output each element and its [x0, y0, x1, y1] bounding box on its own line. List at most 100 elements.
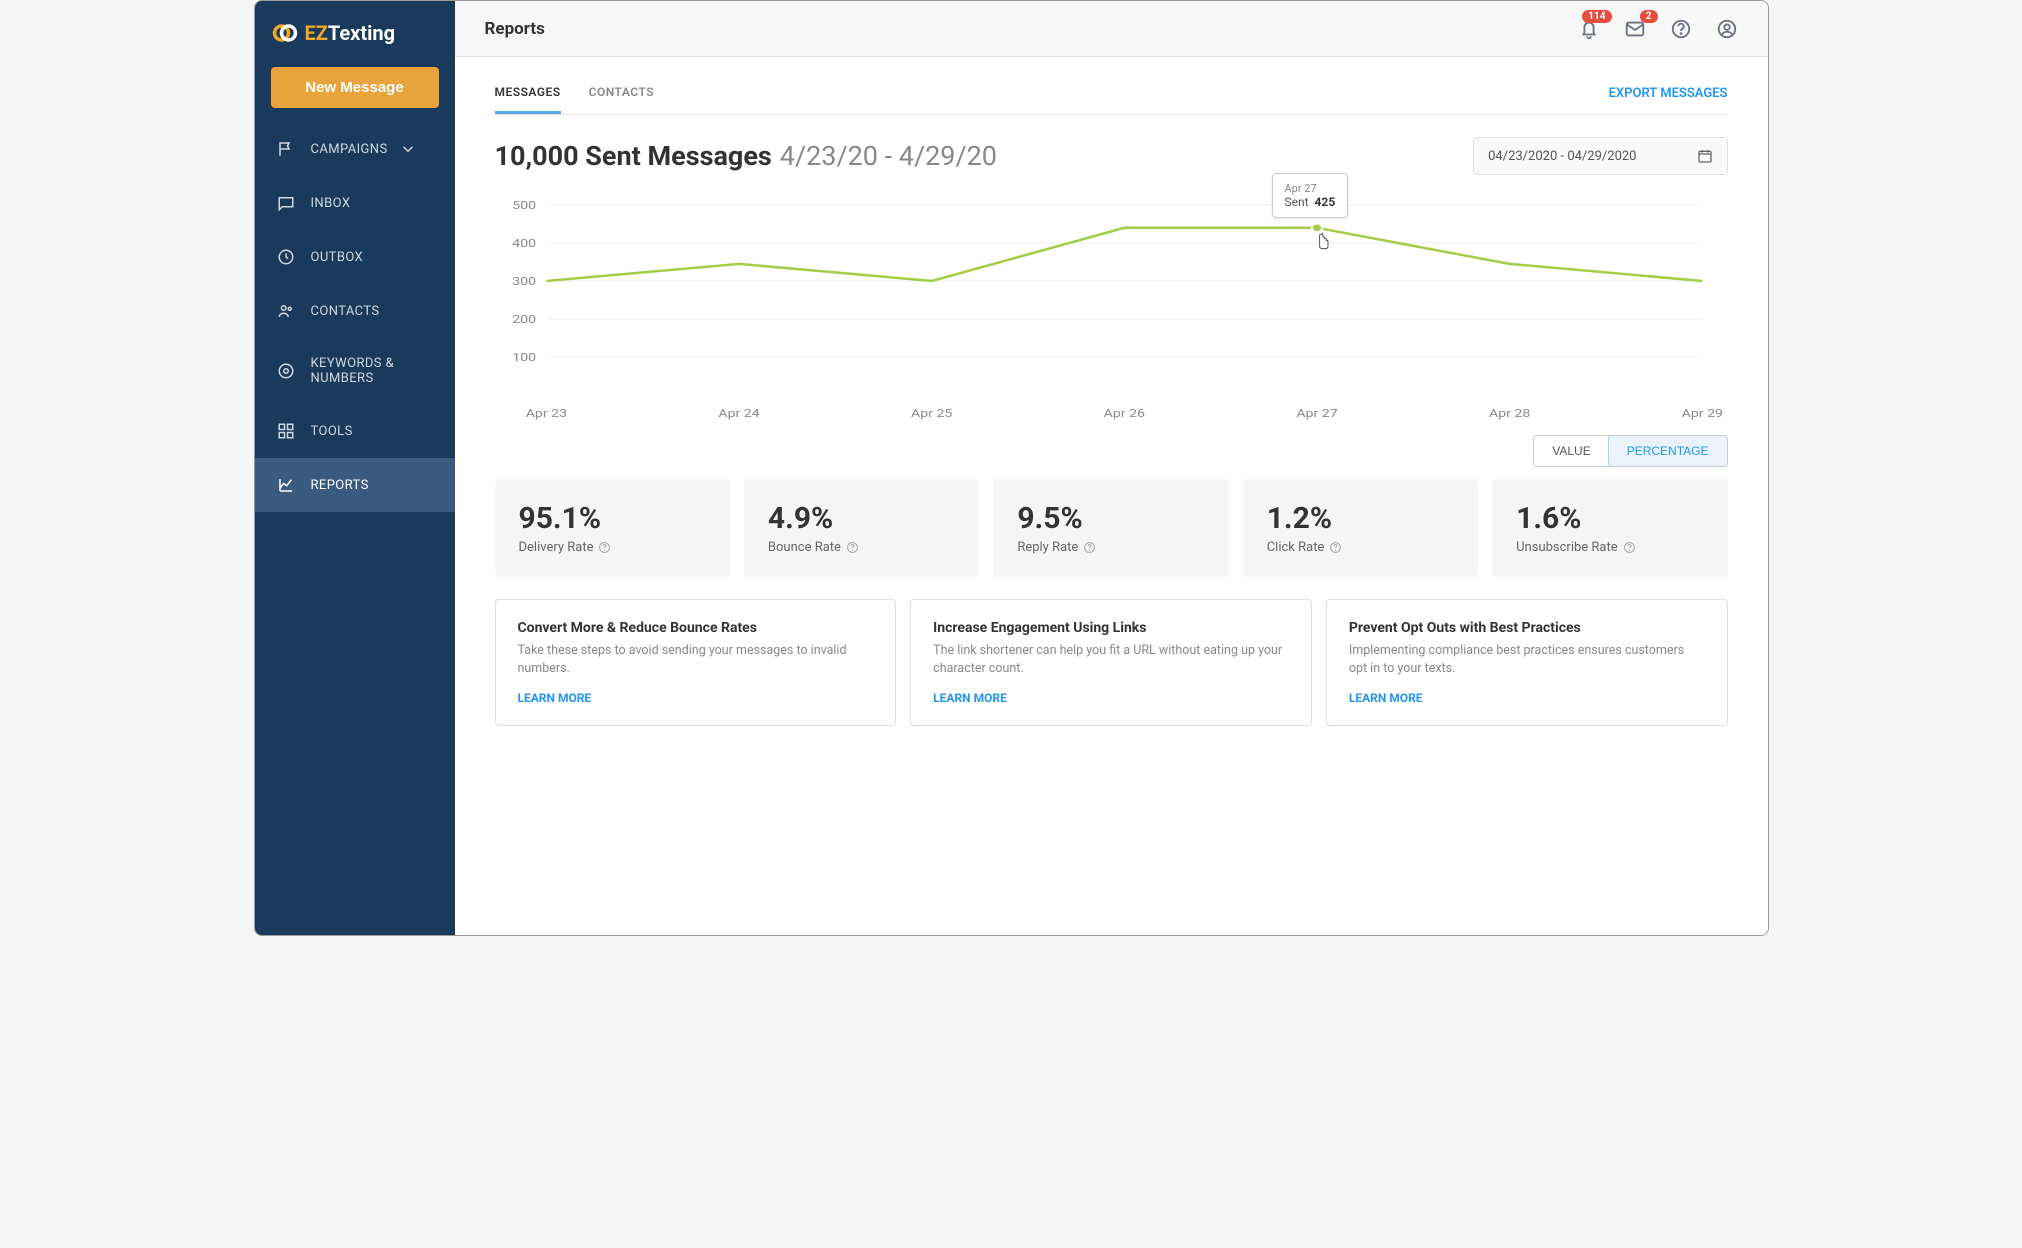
help-icon — [1083, 541, 1096, 554]
tabs-row: MESSAGES CONTACTS EXPORT MESSAGES — [495, 85, 1728, 115]
target-icon — [277, 362, 295, 380]
toggle-percentage-button[interactable]: PERCENTAGE — [1608, 435, 1728, 467]
info-card-title: Convert More & Reduce Bounce Rates — [518, 620, 874, 636]
svg-text:100: 100 — [512, 351, 536, 364]
info-card: Increase Engagement Using Links The link… — [910, 599, 1312, 726]
user-icon — [1716, 18, 1738, 40]
logo-text-ez: EZ — [305, 21, 328, 45]
sidebar-item-keywords[interactable]: KEYWORDS & NUMBERS — [255, 338, 455, 404]
sidebar-item-label: CAMPAIGNS — [311, 142, 388, 157]
page-title: Reports — [485, 19, 545, 39]
sidebar-item-contacts[interactable]: CONTACTS — [255, 284, 455, 338]
learn-more-link[interactable]: LEARN MORE — [518, 691, 874, 705]
sidebar-item-label: TOOLS — [311, 424, 353, 439]
info-cards-row: Convert More & Reduce Bounce Rates Take … — [495, 599, 1728, 726]
content: MESSAGES CONTACTS EXPORT MESSAGES 10,000… — [455, 57, 1768, 935]
contacts-icon — [277, 302, 295, 320]
heading-date-range: 4/23/20 - 4/29/20 — [780, 140, 997, 172]
info-card: Prevent Opt Outs with Best Practices Imp… — [1326, 599, 1728, 726]
sidebar: EZTexting New Message CAMPAIGNS INBOX OU… — [255, 1, 455, 935]
info-card-title: Prevent Opt Outs with Best Practices — [1349, 620, 1705, 636]
calendar-icon — [1697, 148, 1713, 164]
message-icon — [277, 194, 295, 212]
chevron-down-icon — [399, 140, 417, 158]
sidebar-item-label: REPORTS — [311, 478, 369, 493]
clock-icon — [277, 248, 295, 266]
sent-messages-chart: 100200300400500Apr 23Apr 24Apr 25Apr 26A… — [495, 195, 1728, 425]
learn-more-link[interactable]: LEARN MORE — [1349, 691, 1705, 705]
svg-text:Apr 23: Apr 23 — [525, 407, 566, 420]
metric-label: Unsubscribe Rate — [1516, 540, 1703, 555]
sidebar-item-tools[interactable]: TOOLS — [255, 404, 455, 458]
svg-text:Apr 25: Apr 25 — [911, 407, 952, 420]
svg-text:Apr 27: Apr 27 — [1296, 407, 1337, 420]
chart-area: 100200300400500Apr 23Apr 24Apr 25Apr 26A… — [495, 195, 1728, 425]
sidebar-item-label: CONTACTS — [311, 304, 380, 319]
tooltip-value: 425 — [1315, 195, 1336, 209]
sidebar-item-reports[interactable]: REPORTS — [255, 458, 455, 512]
new-message-button[interactable]: New Message — [271, 67, 439, 108]
info-card-description: Implementing compliance best practices e… — [1349, 642, 1705, 677]
topbar: Reports 114 2 — [455, 1, 1768, 57]
metric-label: Click Rate — [1267, 540, 1454, 555]
metric-card[interactable]: 9.5% Reply Rate — [993, 479, 1228, 577]
metric-label: Bounce Rate — [768, 540, 955, 555]
logo-text-texting: Texting — [328, 21, 395, 45]
svg-text:Apr 24: Apr 24 — [718, 407, 759, 420]
main: Reports 114 2 MESSAGES CONTACTS EXPORT M… — [455, 1, 1768, 935]
export-messages-link[interactable]: EXPORT MESSAGES — [1609, 86, 1728, 113]
sidebar-item-campaigns[interactable]: CAMPAIGNS — [255, 122, 455, 176]
sidebar-item-outbox[interactable]: OUTBOX — [255, 230, 455, 284]
help-icon — [846, 541, 859, 554]
svg-text:500: 500 — [512, 199, 536, 212]
sidebar-item-inbox[interactable]: INBOX — [255, 176, 455, 230]
notification-badge: 114 — [1582, 10, 1611, 23]
date-range-picker[interactable]: 04/23/2020 - 04/29/2020 — [1473, 137, 1727, 175]
help-icon — [1623, 541, 1636, 554]
toggle-value-button[interactable]: VALUE — [1534, 436, 1608, 466]
metric-value: 9.5% — [1017, 501, 1204, 536]
logo-icon — [271, 19, 299, 47]
sidebar-item-label: INBOX — [311, 196, 351, 211]
sent-count-heading: 10,000 Sent Messages — [495, 140, 772, 172]
mail-button[interactable]: 2 — [1624, 18, 1646, 40]
mail-badge: 2 — [1640, 10, 1658, 23]
metric-card[interactable]: 1.6% Unsubscribe Rate — [1492, 479, 1727, 577]
chart-icon — [277, 476, 295, 494]
heading-row: 10,000 Sent Messages 4/23/20 - 4/29/20 0… — [495, 137, 1728, 175]
metric-card[interactable]: 95.1% Delivery Rate — [495, 479, 730, 577]
svg-text:Apr 28: Apr 28 — [1488, 407, 1529, 420]
metric-label: Reply Rate — [1017, 540, 1204, 555]
svg-text:400: 400 — [512, 237, 536, 250]
value-percentage-toggle: VALUE PERCENTAGE — [1533, 435, 1727, 467]
metric-value: 4.9% — [768, 501, 955, 536]
help-icon — [598, 541, 611, 554]
metric-value: 95.1% — [519, 501, 706, 536]
profile-button[interactable] — [1716, 18, 1738, 40]
grid-icon — [277, 422, 295, 440]
metric-card[interactable]: 1.2% Click Rate — [1243, 479, 1478, 577]
metric-value: 1.6% — [1516, 501, 1703, 536]
metrics-row: 95.1% Delivery Rate 4.9% Bounce Rate 9.5… — [495, 479, 1728, 577]
sidebar-nav: CAMPAIGNS INBOX OUTBOX CONTACTS KEYWORDS… — [255, 122, 455, 512]
info-card-description: The link shortener can help you fit a UR… — [933, 642, 1289, 677]
pointer-cursor-icon — [1313, 232, 1333, 252]
metric-label: Delivery Rate — [519, 540, 706, 555]
learn-more-link[interactable]: LEARN MORE — [933, 691, 1289, 705]
svg-text:Apr 26: Apr 26 — [1103, 407, 1144, 420]
date-range-value: 04/23/2020 - 04/29/2020 — [1488, 149, 1636, 164]
tab-contacts[interactable]: CONTACTS — [589, 85, 654, 114]
metric-card[interactable]: 4.9% Bounce Rate — [744, 479, 979, 577]
tab-messages[interactable]: MESSAGES — [495, 85, 561, 114]
notifications-button[interactable]: 114 — [1578, 18, 1600, 40]
chart-tooltip: Apr 27 Sent425 — [1272, 173, 1349, 218]
info-card-description: Take these steps to avoid sending your m… — [518, 642, 874, 677]
sidebar-item-label: OUTBOX — [311, 250, 364, 265]
help-icon — [1329, 541, 1342, 554]
tooltip-date: Apr 27 — [1285, 182, 1336, 195]
help-button[interactable] — [1670, 18, 1692, 40]
metric-value: 1.2% — [1267, 501, 1454, 536]
logo[interactable]: EZTexting — [255, 1, 455, 67]
flag-icon — [277, 140, 295, 158]
sidebar-item-label: KEYWORDS & NUMBERS — [311, 356, 433, 386]
